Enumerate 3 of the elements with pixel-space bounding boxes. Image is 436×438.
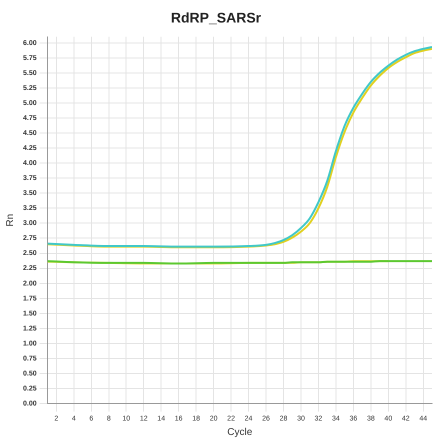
x-axis-title: Cycle xyxy=(227,426,253,438)
y-axis-title: Rn xyxy=(4,214,16,227)
chart-title: RdRP_SARSr xyxy=(170,9,262,26)
